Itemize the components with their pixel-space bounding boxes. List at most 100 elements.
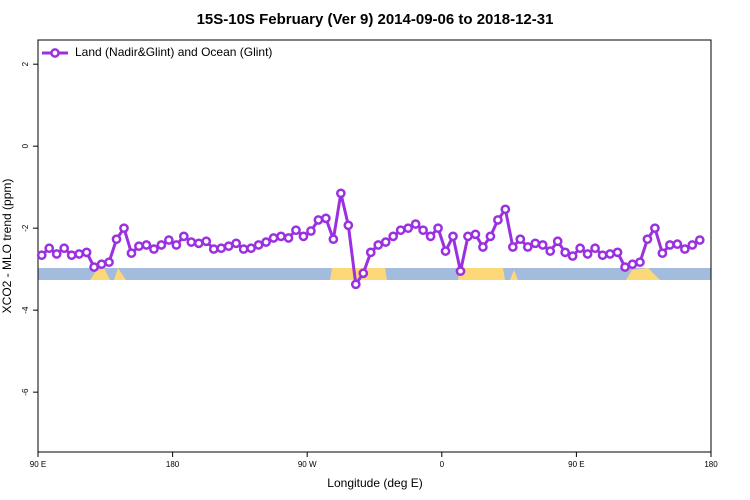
data-point [657,248,668,259]
data-point [575,243,585,254]
data-point [507,242,518,252]
data-point [515,234,526,245]
data-point [89,262,99,272]
data-point [567,251,578,261]
data-point [328,234,339,245]
y-tick-label: -6 [21,388,30,396]
x-tick-label: 90 E [30,460,46,469]
data-point [313,215,324,225]
data-point [253,240,264,250]
legend-marker [50,48,60,58]
data-point [560,247,571,258]
data-point [545,246,556,256]
data-point [156,240,167,250]
data-point [500,204,511,215]
data-point [59,243,70,254]
legend-label: Land (Nadir&Glint) and Ocean (Glint) [75,45,272,59]
data-point [104,257,114,268]
data-point [321,213,331,224]
data-point [425,231,436,242]
x-tick-label: 0 [440,460,445,469]
data-point [51,249,62,259]
data-point [358,268,369,279]
x-axis-label: Longitude (deg E) [327,476,422,490]
data-point [470,229,481,240]
data-point [373,240,384,250]
data-point [96,259,107,270]
data-point [336,188,346,199]
data-point [171,240,182,250]
data-point [493,215,503,225]
data-point [223,241,234,252]
data-point [141,240,152,250]
data-point [478,242,488,252]
data-point [395,225,406,236]
data-point [201,236,212,247]
data-point [291,225,301,236]
data-point [650,223,660,234]
data-point [119,223,129,234]
data-point [433,223,443,234]
y-tick-label: -4 [21,306,30,314]
data-point [679,244,690,254]
data-point [403,223,413,234]
data-point [687,240,698,250]
data-point [627,259,638,270]
data-point [164,235,174,245]
data-point [455,266,466,277]
data-point [590,243,600,254]
data-point [522,242,533,252]
data-point [186,237,197,247]
y-tick-label: 2 [21,61,30,66]
data-point [74,249,84,259]
plot-frame [37,39,712,453]
data-point [36,250,47,261]
data-point [81,247,92,258]
data-point [463,231,473,242]
data-point [672,239,683,250]
data-point [268,233,279,243]
data-point [246,243,256,254]
data-point [448,231,458,242]
data-point [134,241,144,252]
data-point [261,237,271,247]
data-point [66,250,77,261]
data-point [552,236,563,247]
data-point [111,234,122,245]
data-point [537,240,548,250]
data-point [418,225,428,236]
data-point [635,257,645,268]
data-point [306,226,316,236]
data-point [343,220,354,231]
data-point [694,235,705,245]
data-point [485,231,496,242]
data-point [410,219,421,229]
chart-title: 15S-10S February (Ver 9) 2014-09-06 to 2… [197,11,554,28]
data-point [208,244,219,254]
data-point [276,231,286,242]
data-point [440,246,451,256]
data-point [365,247,376,258]
x-tick-label: 180 [166,460,180,469]
data-point [642,234,653,245]
x-tick-label: 90 W [298,460,317,469]
y-tick-label: 0 [21,143,30,148]
data-point [44,243,55,254]
data-point [388,231,399,242]
data-point [298,231,309,242]
data-point [283,233,294,243]
data-point [178,231,189,242]
y-axis-label: XCO2 - MLO trend (ppm) [0,179,14,314]
surface-strip [38,268,711,280]
data-point [238,244,249,254]
data-point [193,238,204,249]
data-point [582,249,593,259]
data-point [350,279,361,290]
y-tick-label: -2 [21,224,30,232]
data-point [530,238,541,249]
data-point [126,248,137,259]
data-point [620,262,630,272]
data-point [149,244,159,254]
data-point [380,237,391,247]
